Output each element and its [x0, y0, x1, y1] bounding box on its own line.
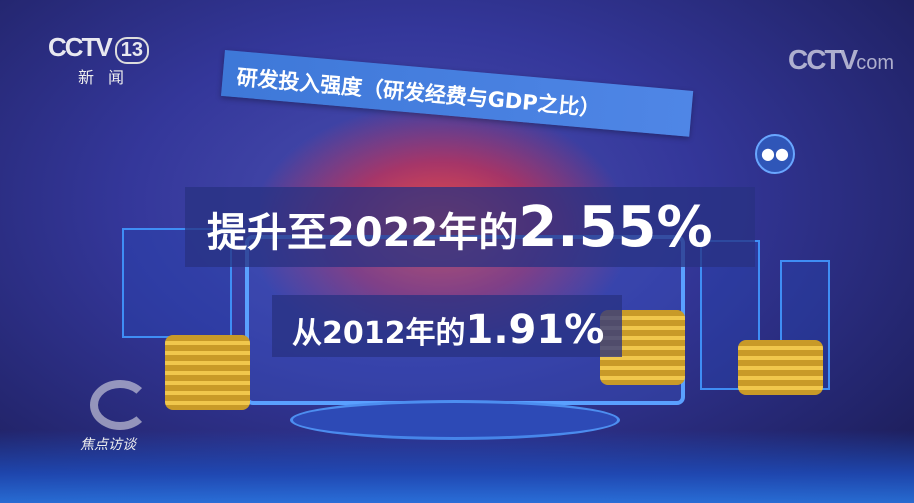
coin-stack-icon — [738, 340, 823, 395]
watermark-suffix: com — [856, 52, 894, 74]
headline-panel: 提升至2022年的2.55% — [185, 187, 755, 267]
people-icon: ●● — [755, 134, 795, 174]
subline-value: 1.91% — [465, 307, 605, 353]
logo-subtitle: 新闻 — [78, 68, 139, 87]
watermark-brand: CCTV — [787, 44, 858, 75]
subline-panel: 从2012年的1.91% — [272, 295, 622, 357]
subline-text: 从2012年的 — [292, 316, 466, 351]
channel-logo: CCTV 13 — [48, 32, 150, 64]
coin-stack-icon — [165, 335, 250, 410]
light-floor — [0, 430, 914, 503]
watermark: CCTVcom — [788, 44, 894, 76]
headline-value: 2.55% — [518, 195, 713, 260]
logo-channel: 13 — [114, 37, 150, 64]
headline-text: 提升至2022年的 — [207, 210, 519, 256]
program-name: 焦点访谈 — [80, 437, 136, 453]
program-swirl-icon — [90, 380, 150, 430]
logo-brand: CCTV — [48, 32, 113, 62]
program-logo: 焦点访谈 — [80, 380, 150, 454]
